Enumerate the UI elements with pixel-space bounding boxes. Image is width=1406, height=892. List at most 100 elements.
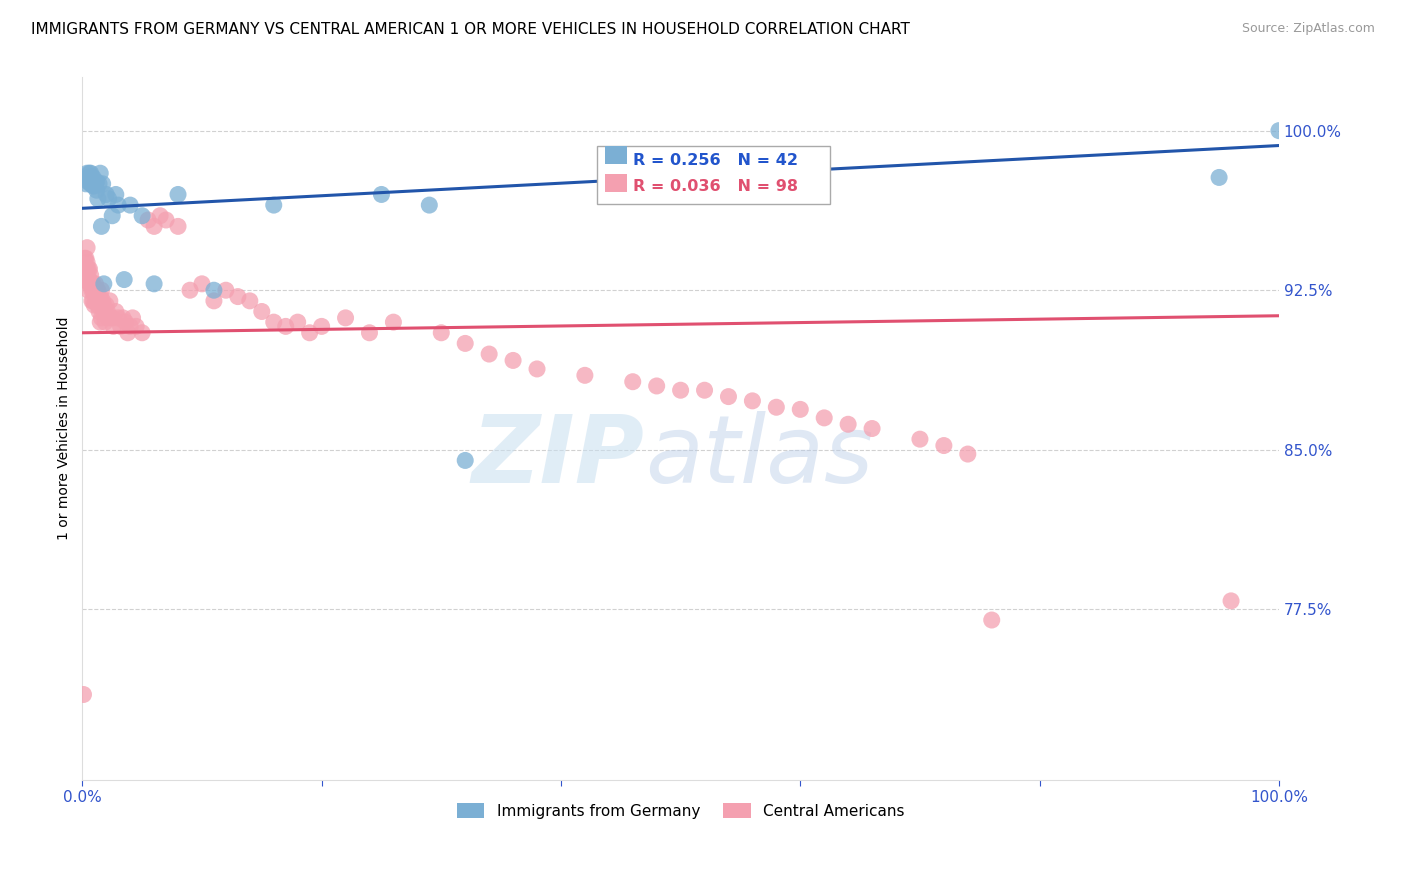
Point (80, 177, 103, 191)
Point (454, 453, 477, 467)
FancyBboxPatch shape (596, 146, 830, 204)
Point (1208, 170, 1230, 185)
Point (97, 192, 120, 206)
Point (143, 219, 166, 234)
Point (621, 375, 644, 389)
Point (77, 283, 100, 297)
Point (76, 262, 98, 277)
Point (980, 613, 1002, 627)
Text: IMMIGRANTS FROM GERMANY VS CENTRAL AMERICAN 1 OR MORE VEHICLES IN HOUSEHOLD CORR: IMMIGRANTS FROM GERMANY VS CENTRAL AMERI… (31, 22, 910, 37)
Point (90, 219, 112, 234)
Point (143, 277, 166, 291)
Point (789, 402, 811, 417)
Point (83, 283, 105, 297)
Point (94, 315, 117, 329)
Point (73, 252, 96, 266)
Point (77, 272, 100, 286)
Point (741, 393, 763, 408)
Point (83, 178, 105, 193)
Point (837, 417, 859, 432)
Point (179, 283, 201, 297)
Point (79, 170, 101, 185)
Point (136, 213, 159, 227)
Point (96, 304, 118, 318)
Point (93, 298, 115, 312)
Point (96, 298, 118, 312)
Point (908, 432, 931, 446)
Text: ZIP: ZIP (472, 410, 645, 502)
Point (104, 304, 127, 318)
Point (87, 177, 110, 191)
Point (226, 290, 249, 304)
Point (79, 262, 101, 277)
Point (669, 383, 692, 397)
Point (97, 310, 120, 325)
Text: R = 0.256   N = 42: R = 0.256 N = 42 (633, 153, 797, 168)
Point (287, 315, 309, 329)
Point (82, 293, 104, 308)
Point (76, 241, 98, 255)
Point (86, 283, 108, 297)
Point (80, 293, 103, 308)
Point (82, 283, 104, 297)
Point (430, 326, 453, 340)
Y-axis label: 1 or more Vehicles in Household: 1 or more Vehicles in Household (58, 317, 72, 541)
Point (202, 283, 225, 297)
Bar (605, 174, 627, 192)
Point (75, 177, 97, 191)
Point (98, 293, 121, 308)
Point (645, 379, 668, 393)
Point (80, 283, 103, 297)
Point (79, 166, 101, 180)
Point (107, 198, 129, 212)
Point (370, 187, 392, 202)
Point (80, 170, 103, 185)
Point (76, 255, 98, 269)
Point (77, 175, 100, 189)
Point (83, 175, 105, 189)
Point (87, 304, 110, 318)
Point (77, 262, 100, 277)
Point (79, 277, 101, 291)
Point (149, 209, 172, 223)
Point (89, 315, 111, 329)
Point (84, 277, 107, 291)
Point (335, 310, 357, 325)
Point (1220, 594, 1243, 608)
Point (86, 183, 108, 197)
Point (79, 170, 101, 185)
Point (250, 304, 273, 318)
Point (120, 319, 142, 334)
Point (91, 293, 114, 308)
Point (82, 178, 104, 193)
Point (76, 166, 98, 180)
Point (82, 277, 104, 291)
Point (298, 326, 321, 340)
Point (84, 293, 107, 308)
Point (311, 319, 333, 334)
Point (90, 310, 112, 325)
Point (191, 277, 214, 291)
Point (167, 219, 190, 234)
Point (103, 319, 125, 334)
Point (860, 421, 883, 435)
Point (90, 283, 112, 297)
Point (93, 277, 115, 291)
Point (87, 283, 110, 297)
Point (110, 319, 132, 334)
Legend: Immigrants from Germany, Central Americans: Immigrants from Germany, Central America… (451, 797, 910, 824)
Point (359, 326, 381, 340)
Point (86, 175, 108, 189)
Point (77, 170, 100, 185)
Point (717, 390, 740, 404)
Point (87, 293, 110, 308)
Point (418, 198, 440, 212)
Text: atlas: atlas (645, 411, 873, 502)
Point (454, 336, 477, 351)
Point (526, 362, 548, 376)
Point (1268, 123, 1291, 137)
Point (502, 353, 524, 368)
Bar (605, 145, 627, 164)
Point (79, 268, 101, 283)
Point (202, 293, 225, 308)
